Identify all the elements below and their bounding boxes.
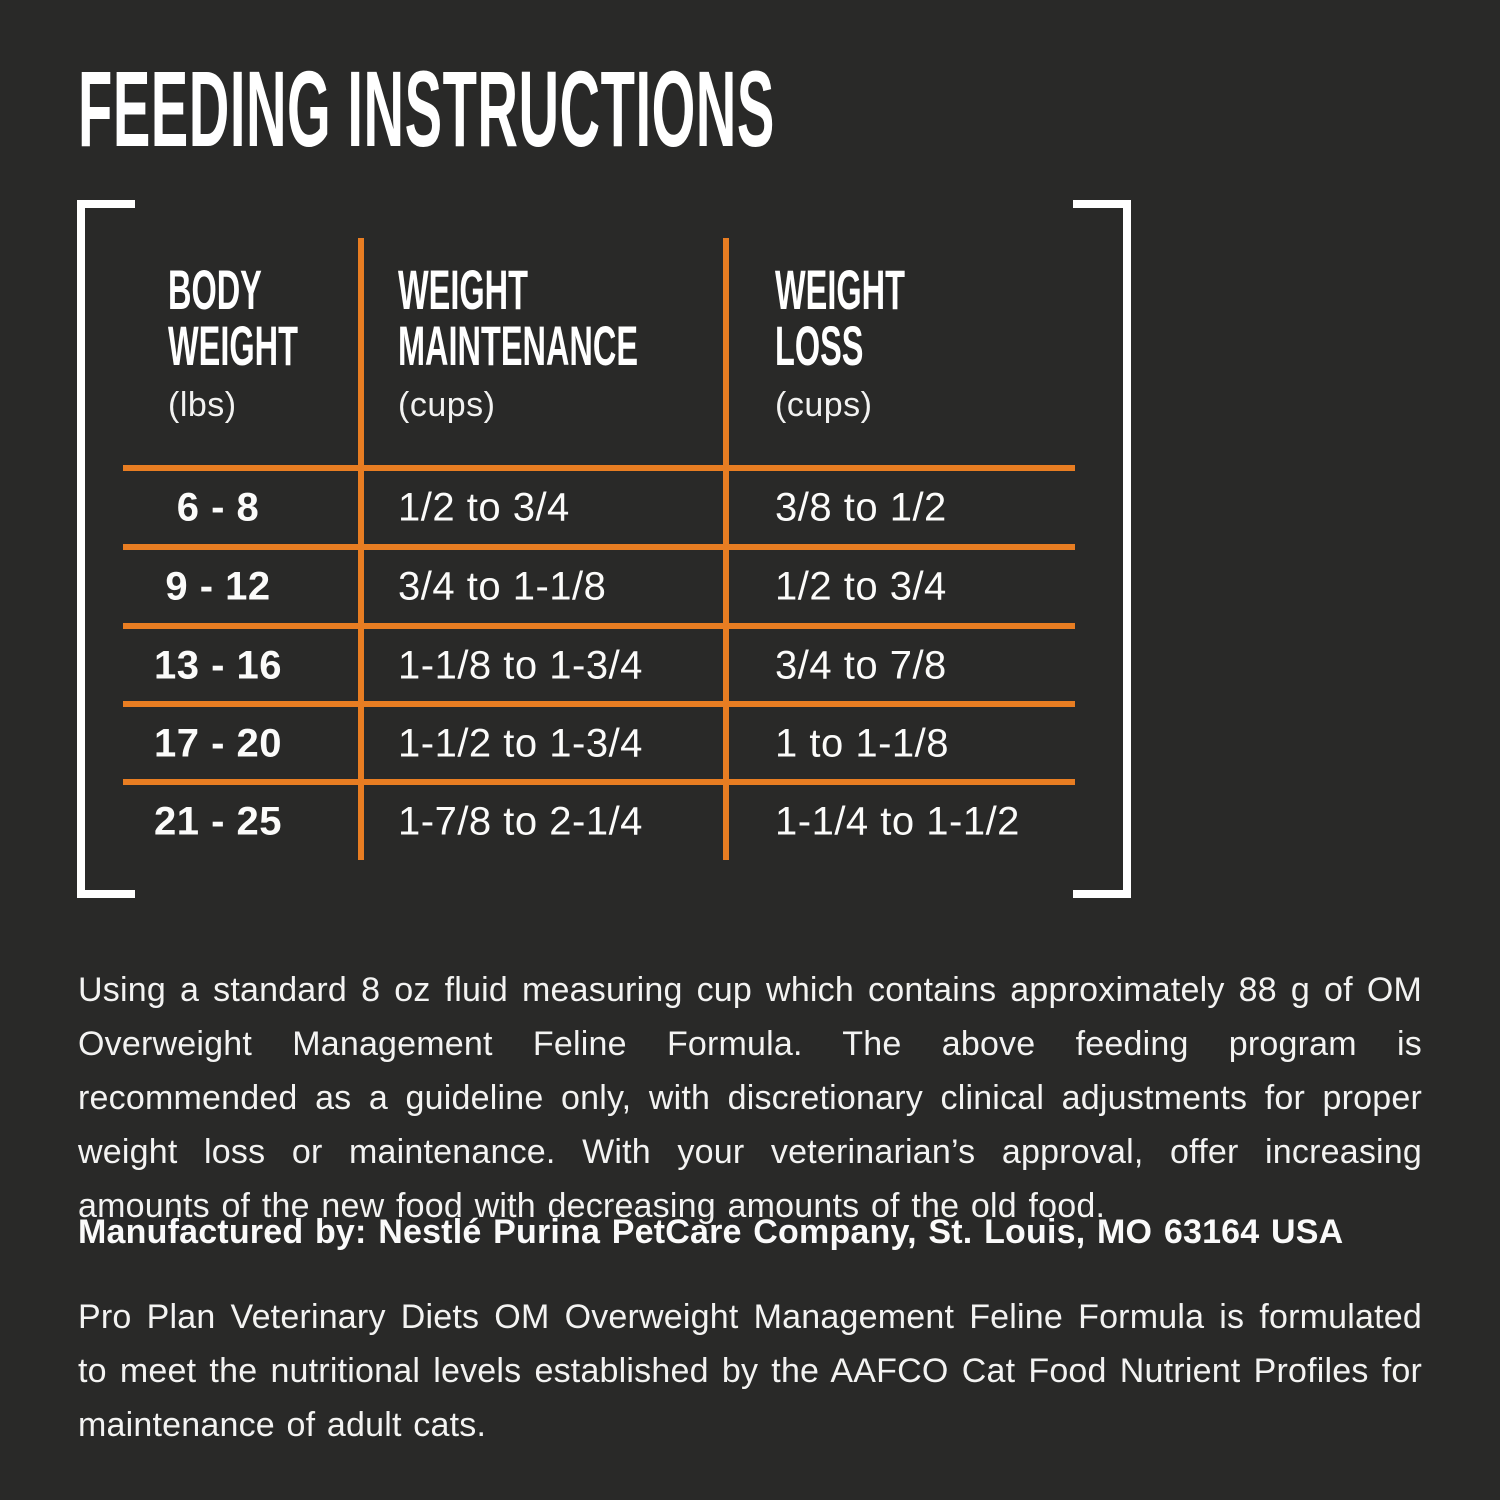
table-row: 21 - 25 1-7/8 to 2-1/4 1-1/4 to 1-1/2 xyxy=(77,785,1123,858)
feeding-table: BODY WEIGHT (lbs) WEIGHT MAINTENANCE (cu… xyxy=(77,200,1123,898)
table-horizontal-rule-5 xyxy=(123,779,1075,785)
column-header-line: WEIGHT xyxy=(775,258,905,321)
table-row: 13 - 16 1-1/8 to 1-3/4 3/4 to 7/8 xyxy=(77,629,1123,702)
maintenance-value: 3/4 to 1-1/8 xyxy=(398,564,607,608)
body-weight-value: 17 - 20 xyxy=(153,721,283,765)
maintenance-value: 1-7/8 to 2-1/4 xyxy=(398,799,643,843)
body-weight-value: 9 - 12 xyxy=(165,564,271,608)
maintenance-value: 1/2 to 3/4 xyxy=(398,485,570,529)
maintenance-value: 1-1/2 to 1-3/4 xyxy=(398,721,643,765)
table-row: 17 - 20 1-1/2 to 1-3/4 1 to 1-1/8 xyxy=(77,707,1123,780)
column-header-line: BODY xyxy=(168,258,262,321)
column-header-unit: (lbs) xyxy=(168,386,237,424)
loss-value: 1/2 to 3/4 xyxy=(775,564,947,608)
column-header-weight-loss: WEIGHT LOSS (cups) xyxy=(775,262,999,425)
table-row: 6 - 8 1/2 to 3/4 3/8 to 1/2 xyxy=(77,471,1123,544)
bracket-right xyxy=(1073,200,1131,898)
table-horizontal-rule-3 xyxy=(123,623,1075,629)
loss-value: 3/8 to 1/2 xyxy=(775,485,947,529)
column-header-line: WEIGHT xyxy=(398,258,528,321)
column-header-line: MAINTENANCE xyxy=(398,314,638,377)
aafco-statement: Pro Plan Veterinary Diets OM Overweight … xyxy=(78,1298,1422,1444)
page-title: FEEDING INSTRUCTIONS xyxy=(78,48,775,169)
maintenance-value: 1-1/8 to 1-3/4 xyxy=(398,643,643,687)
body-weight-value: 13 - 16 xyxy=(153,643,283,687)
table-horizontal-rule-2 xyxy=(123,544,1075,550)
manufacturer-line: Manufactured by: Nestlé Purina PetCare C… xyxy=(78,1213,1344,1251)
column-header-unit: (cups) xyxy=(775,386,873,424)
bracket-left xyxy=(77,200,135,898)
loss-value: 1-1/4 to 1-1/2 xyxy=(775,799,1020,843)
loss-value: 3/4 to 7/8 xyxy=(775,643,947,687)
column-header-weight-maintenance: WEIGHT MAINTENANCE (cups) xyxy=(398,262,812,425)
body-weight-value: 21 - 25 xyxy=(153,799,283,843)
loss-value: 1 to 1-1/8 xyxy=(775,721,950,765)
body-weight-value: 6 - 8 xyxy=(176,485,260,529)
table-row: 9 - 12 3/4 to 1-1/8 1/2 to 3/4 xyxy=(77,550,1123,623)
column-header-line: WEIGHT xyxy=(168,314,298,377)
column-header-line: LOSS xyxy=(775,314,864,377)
usage-note: Using a standard 8 oz fluid measuring cu… xyxy=(78,971,1422,1225)
column-header-body-weight: BODY WEIGHT (lbs) xyxy=(168,262,392,425)
table-horizontal-rule-1 xyxy=(123,465,1075,471)
column-header-unit: (cups) xyxy=(398,386,496,424)
table-horizontal-rule-4 xyxy=(123,701,1075,707)
